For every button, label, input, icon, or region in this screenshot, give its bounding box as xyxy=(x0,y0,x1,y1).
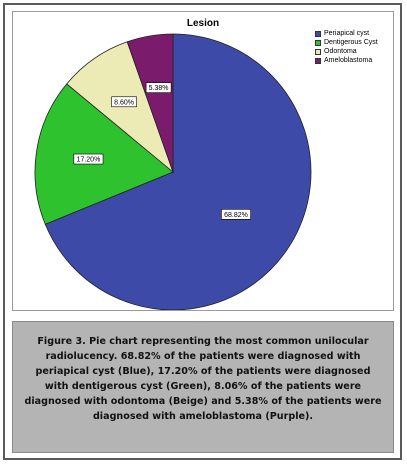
legend-swatch xyxy=(315,48,321,55)
legend-label: Periapical cyst xyxy=(324,30,370,37)
data-label-text: 5.38% xyxy=(149,85,169,92)
figure-frame: 68.82% 17.20% 8.60% 5.38% Lesion Periapical… xyxy=(3,3,402,460)
data-label-odontoma: 8.60% xyxy=(111,96,137,108)
legend-swatch xyxy=(315,30,321,37)
legend-item-dentigerous-cyst: Dentigerous Cyst xyxy=(315,38,378,47)
pie-slice-periapical-cyst xyxy=(44,33,312,310)
chart-title: Lesion xyxy=(186,18,220,29)
data-label-ameloblastoma: 5.38% xyxy=(145,82,172,93)
pie-chart: 68.82% 17.20% 8.60% 5.38% xyxy=(34,33,312,310)
legend-swatch xyxy=(315,57,321,64)
data-label-text: 8.60% xyxy=(114,99,134,106)
data-label-text: 17.20% xyxy=(77,157,101,164)
legend-label: Ameloblastoma xyxy=(324,57,373,64)
data-label-box xyxy=(73,153,104,165)
legend-item-periapical-cyst: Periapical cyst xyxy=(315,29,378,38)
legend-item-odontoma: Odontoma xyxy=(315,47,378,56)
pie-slice-ameloblastoma xyxy=(126,33,174,173)
data-label-box xyxy=(145,82,172,93)
data-label-box xyxy=(221,209,251,220)
data-label-dentigerous-cyst: 17.20% xyxy=(73,153,104,165)
legend-swatch xyxy=(315,39,321,46)
chart-area: 68.82% 17.20% 8.60% 5.38% Lesion Periapical… xyxy=(12,11,394,311)
figure-caption: Figure 3. Pie chart representing the mos… xyxy=(12,321,394,453)
legend-label: Odontoma xyxy=(324,48,357,55)
pie-slice-dentigerous-cyst xyxy=(34,83,174,225)
legend-label: Dentigerous Cyst xyxy=(324,39,378,46)
data-label-periapical-cyst: 68.82% xyxy=(221,209,251,220)
chart-legend: Periapical cyst Dentigerous Cyst Odontoma A… xyxy=(315,29,378,65)
data-label-text: 68.82% xyxy=(224,212,248,219)
legend-item-ameloblastoma: Ameloblastoma xyxy=(315,56,378,65)
data-label-box xyxy=(111,96,137,108)
